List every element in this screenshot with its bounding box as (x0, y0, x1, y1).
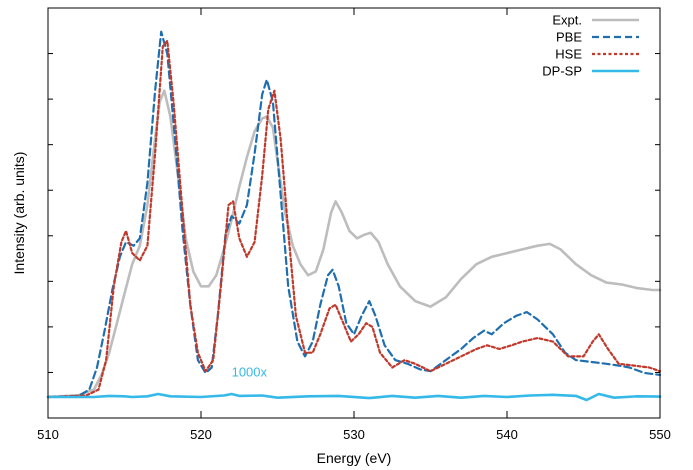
y-axis-title: Intensity (arb. units) (11, 152, 27, 275)
series-layer (46, 30, 662, 402)
series-line-dp-sp (46, 392, 662, 402)
x-tick-label: 510 (37, 427, 59, 442)
ticks-layer: 510 520 530 540 550 (37, 8, 671, 442)
legend-label-pbe: PBE (556, 30, 582, 45)
x-tick-label: 520 (190, 427, 212, 442)
series-line-hse (46, 39, 662, 399)
series-line-expt (46, 89, 662, 399)
x-tick-label: 550 (649, 427, 671, 442)
legend-label-dp-sp: DP-SP (542, 64, 582, 79)
annotation-1000x: 1000x (232, 365, 268, 380)
series-line-pbe (46, 30, 662, 399)
x-tick-label: 530 (343, 427, 365, 442)
x-axis-title: Energy (eV) (317, 450, 392, 466)
legend-label-expt: Expt. (552, 13, 582, 28)
legend: Expt. PBE HSE DP-SP (542, 13, 639, 79)
x-tick-label: 540 (496, 427, 518, 442)
legend-label-hse: HSE (555, 47, 582, 62)
